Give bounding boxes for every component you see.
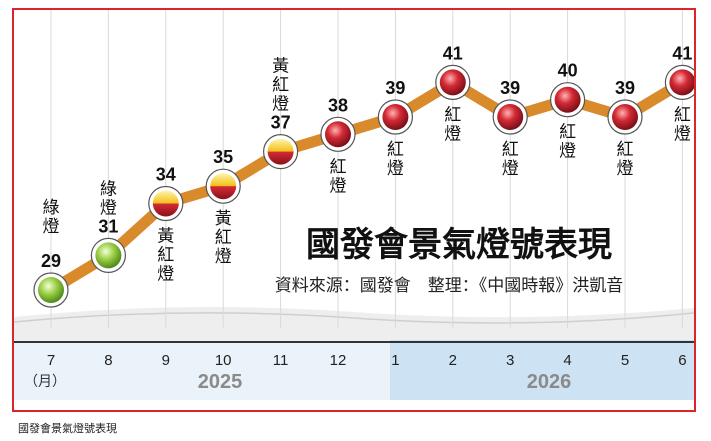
signal-label-char: 紅 [272, 76, 289, 96]
value-label: 29 [41, 251, 61, 271]
x-tick-label: 7 [47, 352, 55, 369]
signal-point [497, 104, 524, 130]
x-tick-label: 2 [449, 352, 457, 369]
signal-label-char: 燈 [100, 198, 117, 218]
signal-point [612, 104, 638, 130]
value-label: 37 [271, 113, 291, 133]
value-label: 41 [672, 43, 692, 63]
x-tick-label: 12 [330, 352, 347, 369]
signal-point [382, 104, 409, 130]
signal-label-char: 燈 [559, 142, 576, 162]
value-label: 39 [615, 78, 635, 98]
year-label-2026: 2026 [527, 371, 572, 393]
signal-point [210, 173, 237, 200]
signal-point [554, 86, 581, 113]
signal-label-char: 紅 [559, 123, 576, 143]
signal-label-char: 燈 [330, 176, 347, 196]
x-tick-label: 8 [104, 352, 112, 369]
signal-label: 紅燈 [330, 157, 347, 196]
chart-frame: 29 31 34 35 37 38 39 41 39 40 39 41 綠燈綠燈黃紅燈黃紅燈黃紅燈紅燈… [12, 8, 696, 412]
background-wave [14, 307, 694, 340]
signal-label-char: 紅 [617, 140, 634, 160]
x-tick-label: 5 [621, 352, 629, 369]
signal-label: 紅燈 [559, 123, 576, 162]
month-unit-label: （月） [24, 374, 66, 390]
figure-caption: 國發會景氣燈號表現 [18, 422, 117, 435]
signal-label-char: 綠 [100, 179, 117, 199]
signal-label-char: 紅 [444, 105, 461, 125]
value-label: 40 [558, 61, 578, 81]
signal-label-char: 紅 [157, 246, 174, 266]
signal-point [95, 242, 122, 269]
value-label: 38 [328, 95, 348, 115]
x-tick-label: 1 [391, 352, 399, 369]
axis-band-2026 [390, 340, 694, 400]
x-tick-label: 9 [162, 352, 170, 369]
chart-title: 國發會景氣燈號表現 [306, 225, 612, 265]
signal-label-char: 綠 [43, 198, 60, 218]
x-tick-label: 10 [215, 352, 232, 369]
signal-label: 紅燈 [674, 105, 691, 144]
year-label-2025: 2025 [198, 371, 243, 393]
value-label: 35 [213, 147, 233, 167]
signal-label: 紅燈 [444, 105, 461, 144]
signal-point [152, 190, 179, 217]
background-wave-line [14, 312, 694, 324]
signal-label-char: 紅 [330, 157, 347, 177]
value-label: 41 [443, 43, 463, 63]
axis-band-2025 [14, 340, 390, 400]
signal-point [325, 121, 351, 148]
signal-label-char: 燈 [157, 265, 174, 285]
x-tick-label: 3 [506, 352, 514, 369]
x-tick-label: 4 [563, 352, 571, 369]
signal-label-char: 燈 [502, 159, 519, 179]
signal-label-char: 紅 [215, 228, 232, 248]
signal-label: 黃紅燈 [272, 57, 289, 115]
signal-point [38, 277, 64, 303]
signal-label-char: 黃 [215, 209, 232, 229]
signal-label-char: 燈 [215, 247, 232, 267]
value-label: 39 [385, 78, 405, 98]
signal-label: 綠燈 [100, 179, 117, 218]
source-note: 資料來源：國發會 整理：《中國時報》洪凱音 [275, 276, 624, 296]
signal-label: 黃紅燈 [157, 227, 174, 285]
signal-label-char: 燈 [617, 159, 634, 179]
value-label: 39 [500, 78, 520, 98]
signal-label-char: 黃 [157, 227, 174, 247]
signal-label-char: 黃 [272, 57, 289, 77]
signal-label-char: 紅 [502, 140, 519, 160]
signal-label-char: 燈 [43, 217, 60, 237]
signal-point [267, 138, 294, 165]
signal-label-char: 燈 [444, 124, 461, 144]
signal-label: 綠燈 [43, 198, 60, 237]
signal-label-char: 紅 [387, 140, 404, 160]
signal-label-char: 燈 [674, 124, 691, 144]
value-label: 34 [156, 165, 176, 185]
x-tick-label: 11 [273, 352, 289, 369]
signal-label: 黃紅燈 [215, 209, 232, 267]
signal-label: 紅燈 [502, 140, 519, 179]
signal-label: 紅燈 [387, 140, 404, 179]
signal-label-char: 紅 [674, 105, 691, 125]
x-tick-label: 6 [678, 352, 686, 369]
signal-label: 紅燈 [617, 140, 634, 179]
signal-label-char: 燈 [272, 95, 289, 115]
signal-point [439, 69, 466, 96]
signal-point [669, 69, 694, 96]
value-label: 31 [98, 216, 118, 236]
signal-label-char: 燈 [387, 159, 404, 179]
